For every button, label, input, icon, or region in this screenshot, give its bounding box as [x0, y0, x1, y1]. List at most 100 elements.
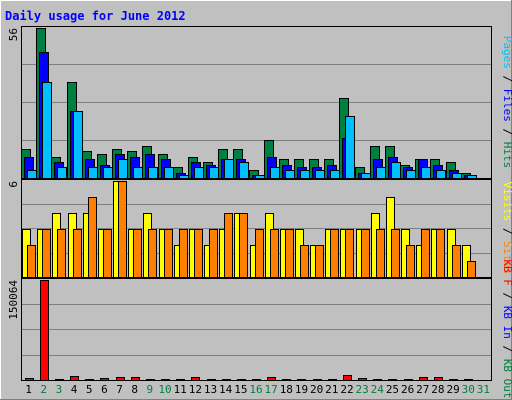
x-tick-label: 2 — [40, 383, 47, 396]
x-tick-label: 26 — [401, 383, 414, 396]
x-tick-label: 9 — [147, 383, 154, 396]
bar-sites — [239, 213, 248, 278]
bar-pages — [255, 175, 265, 179]
x-tick-label: 5 — [86, 383, 93, 396]
x-tick-label: 18 — [280, 383, 293, 396]
bar-sites — [179, 229, 188, 278]
bar-kb-f — [404, 379, 413, 381]
y-max-label: 56 — [7, 28, 20, 41]
bar-kb-f — [85, 379, 94, 381]
x-tick-label: 27 — [416, 383, 429, 396]
bar-pages — [179, 175, 189, 179]
bar-sites — [436, 229, 445, 278]
bar-sites — [194, 229, 203, 278]
bar-pages — [103, 167, 113, 179]
bar-kb-f — [252, 379, 261, 381]
bar-kb-f — [40, 280, 49, 381]
bar-pages — [345, 116, 355, 179]
bar-pages — [133, 167, 143, 179]
panel-2: 6 Visits / Sites — [7, 179, 512, 278]
bar-kb-f — [131, 377, 140, 381]
bar-sites — [27, 245, 36, 278]
bar-kb-f — [464, 379, 473, 381]
panel-legend: Visits / Sites — [501, 182, 512, 275]
bar-sites — [376, 229, 385, 278]
x-tick-label: 7 — [116, 383, 123, 396]
bar-kb-f — [176, 379, 185, 381]
x-tick-label: 10 — [158, 383, 171, 396]
bar-kb-f — [343, 375, 352, 381]
legend-part: / — [501, 339, 512, 359]
x-tick-label: 4 — [71, 383, 78, 396]
bar-sites — [467, 261, 476, 278]
bar-sites — [452, 245, 461, 278]
x-tick-label: 6 — [101, 383, 108, 396]
legend-part: / — [501, 122, 512, 142]
chart-title: Daily usage for June 2012 — [5, 9, 186, 23]
bar-pages — [376, 167, 386, 179]
panel-legend: KB F / KB In / KB Out — [501, 259, 512, 398]
y-max-label: 6 — [7, 181, 20, 188]
bar-pages — [118, 159, 128, 179]
bar-pages — [42, 82, 52, 179]
x-tick-label: 28 — [431, 383, 444, 396]
x-tick-label: 13 — [204, 383, 217, 396]
bar-kb-f — [207, 379, 216, 381]
bar-sites — [118, 181, 127, 278]
bar-kb-f — [70, 376, 79, 381]
bar-pages — [330, 170, 340, 179]
bar-sites — [361, 229, 370, 278]
legend-part: / — [501, 221, 512, 241]
legend-part: KB In — [501, 306, 512, 339]
bar-pages — [285, 170, 295, 179]
bar-kb-f — [146, 379, 155, 381]
x-tick-label: 24 — [371, 383, 385, 396]
x-tick-label: 11 — [174, 383, 187, 396]
bar-pages — [88, 167, 98, 179]
bar-pages — [239, 162, 249, 179]
x-tick-label: 8 — [131, 383, 138, 396]
bar-kb-f — [100, 378, 109, 381]
bar-kb-f — [222, 379, 231, 381]
bar-kb-f — [373, 379, 382, 381]
bar-sites — [57, 229, 66, 278]
y-max-label: 150064 — [7, 280, 20, 320]
bar-kb-f — [55, 379, 64, 381]
bar-kb-f — [161, 379, 170, 381]
bar-pages — [148, 167, 158, 179]
x-tick-label: 19 — [295, 383, 308, 396]
bar-kb-f — [434, 377, 443, 381]
bar-sites — [148, 229, 157, 278]
legend-part: Sites — [501, 241, 512, 274]
bar-kb-f — [449, 379, 458, 381]
bar-sites — [164, 229, 173, 278]
x-tick-label: 25 — [386, 383, 399, 396]
bar-pages — [224, 159, 234, 179]
bar-sites — [88, 197, 97, 278]
legend-part: / — [501, 286, 512, 306]
x-tick-label: 15 — [234, 383, 247, 396]
bar-sites — [255, 229, 264, 278]
bar-pages — [57, 167, 67, 179]
bar-sites — [209, 229, 218, 278]
bar-pages — [406, 170, 416, 179]
legend-part: KB F — [501, 259, 512, 286]
bar-pages — [164, 167, 174, 179]
bar-sites — [103, 229, 112, 278]
bar-sites — [42, 229, 51, 278]
bar-kb-f — [419, 377, 428, 381]
bar-pages — [209, 167, 219, 179]
bar-kb-f — [191, 377, 200, 381]
panel-1: 56 Pages / Files / Hits — [7, 26, 512, 179]
bar-kb-f — [237, 379, 246, 381]
x-tick-label: 12 — [189, 383, 202, 396]
x-tick-label: 16 — [249, 383, 262, 396]
bar-pages — [300, 170, 310, 179]
bar-sites — [345, 229, 354, 278]
bar-kb-f — [25, 378, 34, 381]
legend-part: Visits — [501, 182, 512, 222]
bar-sites — [300, 245, 309, 278]
x-tick-label: 23 — [356, 383, 369, 396]
legend-part: KB Out — [501, 359, 512, 399]
x-tick-label: 17 — [265, 383, 278, 396]
